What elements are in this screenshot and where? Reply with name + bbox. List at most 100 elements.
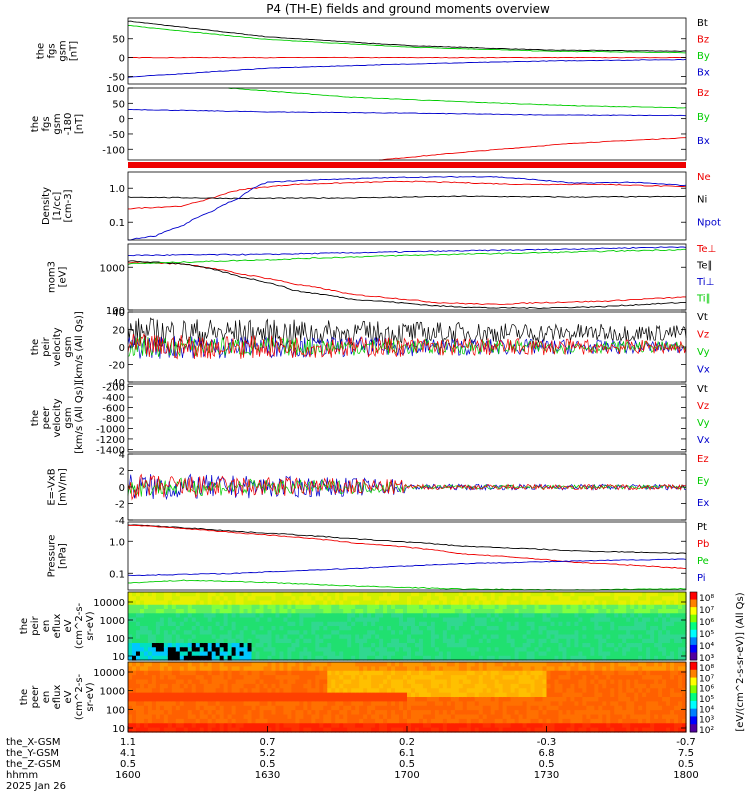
spectrogram-cell	[594, 679, 599, 685]
spectrogram-cell	[399, 679, 404, 685]
spectrogram-cell	[147, 701, 153, 707]
spectrogram-cell	[550, 675, 556, 681]
spectrogram-cell	[586, 705, 591, 711]
spectrogram-cell	[223, 727, 229, 733]
spectrogram-cell	[590, 643, 595, 648]
spectrogram-cell	[175, 701, 181, 707]
spectrogram-cell	[446, 643, 452, 648]
spectrogram-cell	[259, 613, 265, 619]
spectrogram-cell	[662, 670, 667, 676]
spectrogram-cell	[327, 592, 332, 597]
spectrogram-cell	[363, 697, 368, 702]
spectrogram-cell	[650, 683, 655, 689]
spectrogram-cell	[426, 613, 432, 619]
spectrogram-cell	[638, 643, 643, 648]
spectrogram-cell	[574, 626, 579, 631]
axis-row-label: the_Y-GSM	[6, 748, 59, 759]
spectrogram-cell	[275, 675, 281, 681]
y-tick-label: -50	[109, 72, 125, 83]
spectrogram-cell	[486, 697, 492, 702]
spectrogram-cell	[315, 613, 320, 619]
spectrogram-cell	[606, 723, 611, 729]
spectrogram-cell	[367, 621, 372, 627]
spectrogram-cell	[554, 647, 560, 653]
spectrogram-cell	[558, 643, 564, 648]
spectrogram-cell	[642, 604, 647, 610]
spectrogram-cell	[231, 651, 237, 657]
legend-te: Te∥	[696, 261, 713, 272]
spectrogram-cell	[470, 701, 476, 707]
spectrogram-cell	[502, 710, 508, 716]
spectrogram-cell	[339, 701, 344, 707]
spectrogram-cell	[466, 718, 472, 724]
spectrogram-cell	[650, 604, 655, 610]
spectrogram-cell	[387, 662, 392, 667]
spectrogram-cell	[231, 609, 237, 614]
spectrogram-cell	[215, 670, 221, 676]
spectrogram-cell	[470, 697, 476, 702]
spectrogram-cell	[319, 688, 324, 694]
spectrogram-cell	[359, 634, 364, 640]
spectrogram-cell	[454, 613, 460, 619]
spectrogram-cell	[490, 718, 496, 724]
spectrogram-cell	[271, 621, 277, 627]
spectrogram-cell	[526, 600, 532, 606]
spectrogram-cell	[478, 710, 484, 716]
spectrogram-cell	[135, 662, 141, 667]
spectrogram-cell	[367, 651, 372, 657]
spectrogram-cell	[263, 697, 269, 702]
series-noise-3	[127, 473, 687, 501]
spectrogram-cell	[255, 705, 261, 711]
spectrogram-cell	[307, 647, 312, 653]
spectrogram-cell	[414, 718, 420, 724]
spectrogram-cell	[666, 643, 671, 648]
spectrogram-cell	[414, 630, 420, 636]
spectrogram-cell	[259, 609, 265, 614]
spectrogram-cell	[474, 692, 480, 698]
spectrogram-cell	[407, 692, 412, 698]
spectrogram-cell	[438, 651, 444, 657]
spectrogram-cell	[399, 710, 404, 716]
spectrogram-cell	[566, 675, 572, 681]
spectrogram-cell	[578, 705, 583, 711]
spectrogram-cell	[558, 592, 564, 597]
spectrogram-cell	[422, 604, 428, 610]
spectrogram-cell	[414, 600, 420, 606]
spectrogram-cell	[227, 666, 233, 672]
spectrogram-cell	[654, 675, 659, 681]
spectrogram-cell	[542, 596, 548, 602]
spectrogram-cell	[327, 688, 332, 694]
spectrogram-cell	[430, 604, 436, 610]
spectrogram-cell	[227, 617, 233, 623]
spectrogram-cell	[670, 596, 675, 602]
spectrogram-cell	[558, 688, 564, 694]
spectrogram-cell	[506, 679, 512, 685]
spectrogram-cell	[494, 705, 500, 711]
spectrogram-cell	[534, 626, 540, 631]
spectrogram-cell	[167, 714, 173, 720]
spectrogram-cell	[514, 675, 520, 681]
spectrogram-cell	[426, 638, 432, 644]
spectrogram-cell	[474, 718, 480, 724]
spectrogram-cell	[191, 666, 197, 672]
spectrogram-cell	[430, 600, 436, 606]
spectrogram-cell	[235, 643, 241, 648]
spectrogram-cell	[159, 675, 165, 681]
spectrogram-cell	[594, 600, 599, 606]
spectrogram-cell	[263, 670, 269, 676]
spectrogram-cell	[391, 723, 396, 729]
spectrogram-cell	[371, 670, 376, 676]
spectrogram-cell	[199, 727, 205, 733]
spectrogram-cell	[391, 643, 396, 648]
spectrogram-cell	[375, 638, 380, 644]
spectrogram-cell	[395, 705, 400, 711]
spectrogram-cell	[474, 697, 480, 702]
spectrogram-cell	[538, 617, 544, 623]
spectrogram-cell	[470, 647, 476, 653]
spectrogram-cell	[179, 613, 185, 619]
spectrogram-cell	[550, 617, 556, 623]
spectrogram-cell	[462, 596, 468, 602]
spectrogram-cell	[538, 688, 544, 694]
spectrogram-cell	[542, 718, 548, 724]
spectrogram-cell	[175, 723, 181, 729]
